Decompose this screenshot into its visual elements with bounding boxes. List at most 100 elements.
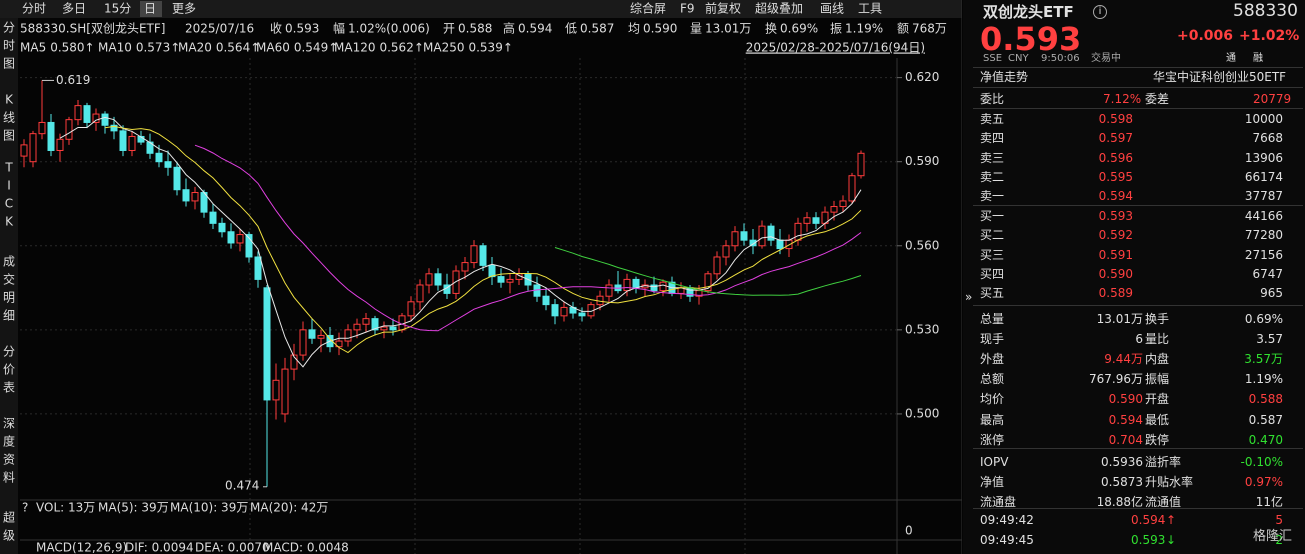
candle-body: [353, 323, 361, 331]
ma-value: 0.549↑: [294, 41, 338, 55]
stat-label: 流通值: [1145, 494, 1182, 509]
book-level: 卖三: [980, 150, 1005, 165]
candle-body: [776, 239, 784, 250]
toolbar-button[interactable]: 工具: [858, 2, 882, 16]
badge[interactable]: 融: [1253, 53, 1263, 64]
toolbar-button[interactable]: F9: [680, 2, 695, 16]
candle-body: [605, 284, 613, 297]
stat-label: 均价: [980, 392, 1005, 407]
trade-time: 09:49:42: [980, 513, 1034, 527]
book-level: 买五: [980, 286, 1005, 301]
toolbar-button[interactable]: 综合屏: [630, 1, 666, 16]
stat-label: 总量: [980, 312, 1005, 326]
book-volume: 27156: [1244, 247, 1283, 262]
book-volume: 77280: [1244, 228, 1283, 243]
side-tab[interactable]: 图: [3, 129, 15, 143]
side-tab[interactable]: T: [4, 161, 13, 175]
book-level: 买四: [980, 266, 1005, 281]
toolbar-button[interactable]: 超级叠加: [755, 1, 803, 16]
stat-label: 升贴水率: [1145, 474, 1194, 489]
side-tab[interactable]: C: [5, 197, 13, 211]
candle-body: [173, 166, 181, 191]
candle-body: [110, 124, 118, 132]
side-tab[interactable]: 时: [3, 39, 15, 53]
separator: [973, 87, 1303, 88]
candle-body: [551, 304, 559, 317]
annotation: 0.619: [56, 73, 90, 87]
side-tab[interactable]: 度: [3, 434, 15, 449]
side-tab[interactable]: 细: [3, 309, 15, 323]
tab-active: [140, 1, 162, 17]
quote-label: 收: [270, 22, 282, 36]
candle-body: [632, 278, 640, 289]
side-tab[interactable]: 线: [3, 111, 15, 125]
side-tab[interactable]: 料: [3, 471, 15, 485]
badge[interactable]: 通: [1226, 53, 1236, 64]
book-price: 0.596: [1098, 150, 1133, 165]
side-tab[interactable]: 级: [3, 529, 15, 543]
book-price: 0.593: [1098, 209, 1133, 223]
side-tab[interactable]: 深: [3, 417, 15, 431]
side-tab[interactable]: 资: [3, 453, 15, 467]
quote-label: 均: [628, 22, 640, 36]
info-icon[interactable]: i: [1093, 5, 1107, 19]
macd-label: DEA: 0.0070: [195, 541, 270, 554]
candle-body: [20, 144, 28, 157]
candle-body: [722, 245, 730, 258]
side-tab[interactable]: 表: [3, 381, 15, 395]
candle-body: [317, 334, 325, 339]
nav-title[interactable]: 净值走势: [980, 70, 1029, 84]
index-name: 华宝中证科创创业50ETF: [1153, 70, 1287, 84]
candle-body: [308, 329, 316, 339]
stat-label: 振幅: [1145, 372, 1170, 387]
candle-body: [839, 200, 847, 208]
toolbar-button[interactable]: 画线: [820, 2, 844, 16]
quote-value: 1.19%: [845, 22, 883, 36]
candle-body: [479, 245, 487, 266]
stat-value: 9.44万: [1104, 352, 1143, 367]
toolbar-button[interactable]: 前复权: [705, 1, 741, 16]
quote-label: 额: [897, 22, 909, 36]
side-tab[interactable]: 图: [3, 57, 15, 71]
book-level: 买二: [980, 228, 1005, 243]
quote-panel: » 双创龙头ETF i 588330 0.593 +0.006 +1.02% SSE CNY 9:…: [963, 0, 1305, 554]
side-tab[interactable]: 明: [3, 291, 15, 305]
book-volume: 13906: [1244, 150, 1283, 165]
side-tab[interactable]: 分: [3, 345, 15, 359]
candle-body: [542, 295, 550, 306]
candle-body: [344, 329, 352, 342]
tab[interactable]: 多日: [62, 2, 86, 16]
ratio-value: 7.12%: [1103, 92, 1142, 106]
tab[interactable]: 分时: [22, 2, 46, 16]
stat-label: 流通盘: [980, 494, 1017, 509]
candle-body: [497, 276, 505, 283]
candle-body: [731, 231, 739, 247]
side-tab[interactable]: 交: [3, 272, 15, 287]
tab[interactable]: 15分: [104, 2, 131, 16]
ma-value: 0.539↑: [468, 41, 512, 55]
side-tab[interactable]: 超: [3, 510, 15, 525]
side-tab[interactable]: I: [7, 179, 11, 193]
stat-value: 0.69%: [1244, 312, 1283, 326]
side-tab[interactable]: 价: [3, 363, 15, 377]
tab[interactable]: 日: [144, 2, 156, 16]
book-level: 卖二: [980, 169, 1005, 184]
candle-body: [416, 284, 424, 303]
y-tick-label: 0.590: [905, 154, 939, 168]
volume-label: VOL: 13万: [36, 501, 95, 515]
ma-value: 0.562↑: [379, 41, 423, 55]
tab[interactable]: 更多: [172, 2, 196, 16]
change-pct: +1.02%: [1239, 28, 1300, 44]
candle-body: [659, 281, 667, 292]
candle-body: [47, 121, 55, 151]
side-tab[interactable]: 分: [3, 21, 15, 35]
side-tab[interactable]: 成: [3, 255, 15, 269]
candle-body: [803, 217, 811, 224]
side-tab[interactable]: K: [5, 215, 14, 229]
collapse-button[interactable]: »: [965, 290, 973, 304]
separator: [973, 508, 1303, 509]
change: +0.006: [1177, 28, 1234, 44]
help-icon[interactable]: ?: [22, 501, 28, 515]
side-tab[interactable]: K: [5, 93, 14, 107]
stat-value: 6: [1135, 332, 1143, 347]
